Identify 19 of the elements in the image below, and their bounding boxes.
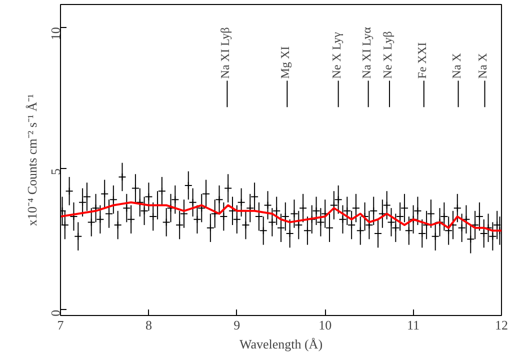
y-axis-title: x10⁻⁴ Counts cm⁻² s⁻¹ Å⁻¹ xyxy=(24,94,40,226)
x-tick-label: 10 xyxy=(318,318,332,332)
x-tick-label: 7 xyxy=(57,318,64,332)
ref-line-label: Mg XI xyxy=(278,46,292,79)
ref-line-label: Ne X Lyγ xyxy=(329,31,344,79)
x-tick-label: 12 xyxy=(495,318,508,332)
ref-line-label: Na XI Lyβ xyxy=(218,27,232,79)
x-tick-label: 8 xyxy=(145,318,152,332)
ref-line-label: Na XI Lyα xyxy=(359,26,374,79)
x-axis-title: Wavelength (Å) xyxy=(239,336,323,352)
ref-line-label: Fe XXI xyxy=(414,42,429,79)
ref-line-label: Ne X Lyβ xyxy=(380,31,394,79)
y-tick-label: 0 xyxy=(48,310,63,316)
x-tick-label: 11 xyxy=(407,318,420,332)
ref-line-label: Na X xyxy=(449,52,464,79)
y-tick-label: 5 xyxy=(48,168,63,175)
x-tick-label: 9 xyxy=(234,318,240,332)
y-tick-label: 10 xyxy=(48,27,63,40)
ref-line-label: Na X xyxy=(476,52,490,79)
